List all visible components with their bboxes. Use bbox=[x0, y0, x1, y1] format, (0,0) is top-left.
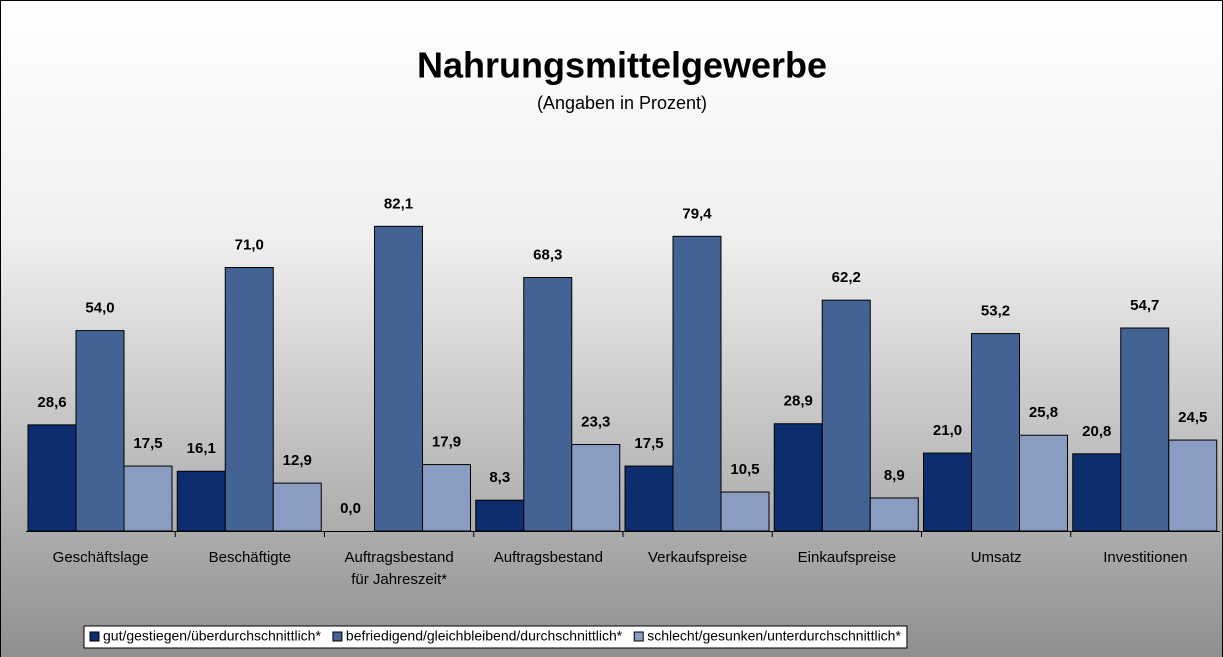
data-label: 54,0 bbox=[85, 300, 114, 317]
bar bbox=[272, 482, 322, 532]
data-label: 82,1 bbox=[384, 195, 413, 212]
data-label: 79,4 bbox=[682, 205, 712, 222]
data-label: 28,9 bbox=[784, 393, 813, 410]
bar bbox=[374, 225, 423, 532]
bar bbox=[523, 277, 573, 532]
legend-label: befriedigend/gleichbleibend/durchschnitt… bbox=[346, 628, 623, 644]
x-tick-label: Investitionen bbox=[1103, 549, 1188, 566]
data-label: 68,3 bbox=[533, 246, 562, 263]
data-label: 53,2 bbox=[981, 303, 1010, 320]
bar bbox=[422, 464, 471, 532]
bar bbox=[1168, 439, 1218, 532]
bar bbox=[123, 465, 173, 532]
data-label: 71,0 bbox=[235, 236, 264, 253]
bar bbox=[971, 333, 1020, 532]
bar bbox=[624, 465, 674, 532]
x-tick-label: Geschäftslage bbox=[52, 549, 149, 566]
x-tick-label: Umsatz bbox=[970, 549, 1022, 566]
bar bbox=[1120, 327, 1170, 532]
bar bbox=[1019, 434, 1068, 532]
bar bbox=[75, 330, 125, 532]
x-tick-label: Auftragsbestand bbox=[493, 549, 603, 566]
data-label: 54,7 bbox=[1130, 297, 1159, 314]
bar bbox=[224, 267, 274, 532]
data-label: 24,5 bbox=[1178, 409, 1207, 426]
data-label: 17,5 bbox=[133, 435, 162, 452]
data-label: 0,0 bbox=[340, 500, 361, 517]
bar bbox=[1072, 453, 1122, 532]
data-label: 28,6 bbox=[37, 394, 66, 411]
data-label: 17,5 bbox=[634, 435, 663, 452]
x-tick-label: Verkaufspreise bbox=[648, 549, 748, 566]
data-label: 25,8 bbox=[1029, 404, 1058, 421]
bar bbox=[571, 444, 621, 532]
legend-label: gut/gestiegen/überdurchschnittlich* bbox=[103, 628, 321, 644]
bar bbox=[176, 470, 226, 532]
data-label: 16,1 bbox=[187, 440, 216, 457]
data-label: 23,3 bbox=[581, 413, 610, 430]
bar bbox=[27, 424, 77, 532]
bar bbox=[475, 499, 525, 532]
data-label: 8,9 bbox=[884, 467, 905, 484]
x-tick-label: Auftragsbestand für Jahreszeit* bbox=[344, 549, 454, 588]
data-label: 12,9 bbox=[283, 452, 312, 469]
legend-box bbox=[83, 625, 908, 649]
legend: gut/gestiegen/überdurchschnittlich* befri… bbox=[83, 625, 908, 649]
data-label: 10,5 bbox=[730, 461, 759, 478]
bar bbox=[672, 235, 722, 532]
bar bbox=[773, 423, 823, 532]
data-label: 21,0 bbox=[933, 422, 962, 439]
chart-title: Nahrungsmittelgewerbe bbox=[417, 45, 827, 86]
data-label: 17,9 bbox=[432, 434, 461, 451]
x-tick-label: Einkaufspreise bbox=[797, 549, 897, 566]
bar bbox=[821, 299, 871, 532]
data-label: 8,3 bbox=[489, 469, 510, 486]
bar bbox=[923, 452, 972, 532]
legend-swatch bbox=[633, 631, 644, 642]
chart-subtitle: (Angaben in Prozent) bbox=[537, 93, 707, 113]
bar bbox=[869, 497, 919, 532]
legend-label: schlecht/gesunken/unterdurchschnittlich* bbox=[647, 628, 901, 644]
legend-swatch bbox=[332, 631, 343, 642]
legend-swatch bbox=[89, 631, 100, 642]
data-label: 62,2 bbox=[832, 269, 861, 286]
data-label: 20,8 bbox=[1082, 423, 1111, 440]
bar bbox=[720, 491, 770, 532]
x-tick-label: Beschäftigte bbox=[208, 549, 292, 566]
